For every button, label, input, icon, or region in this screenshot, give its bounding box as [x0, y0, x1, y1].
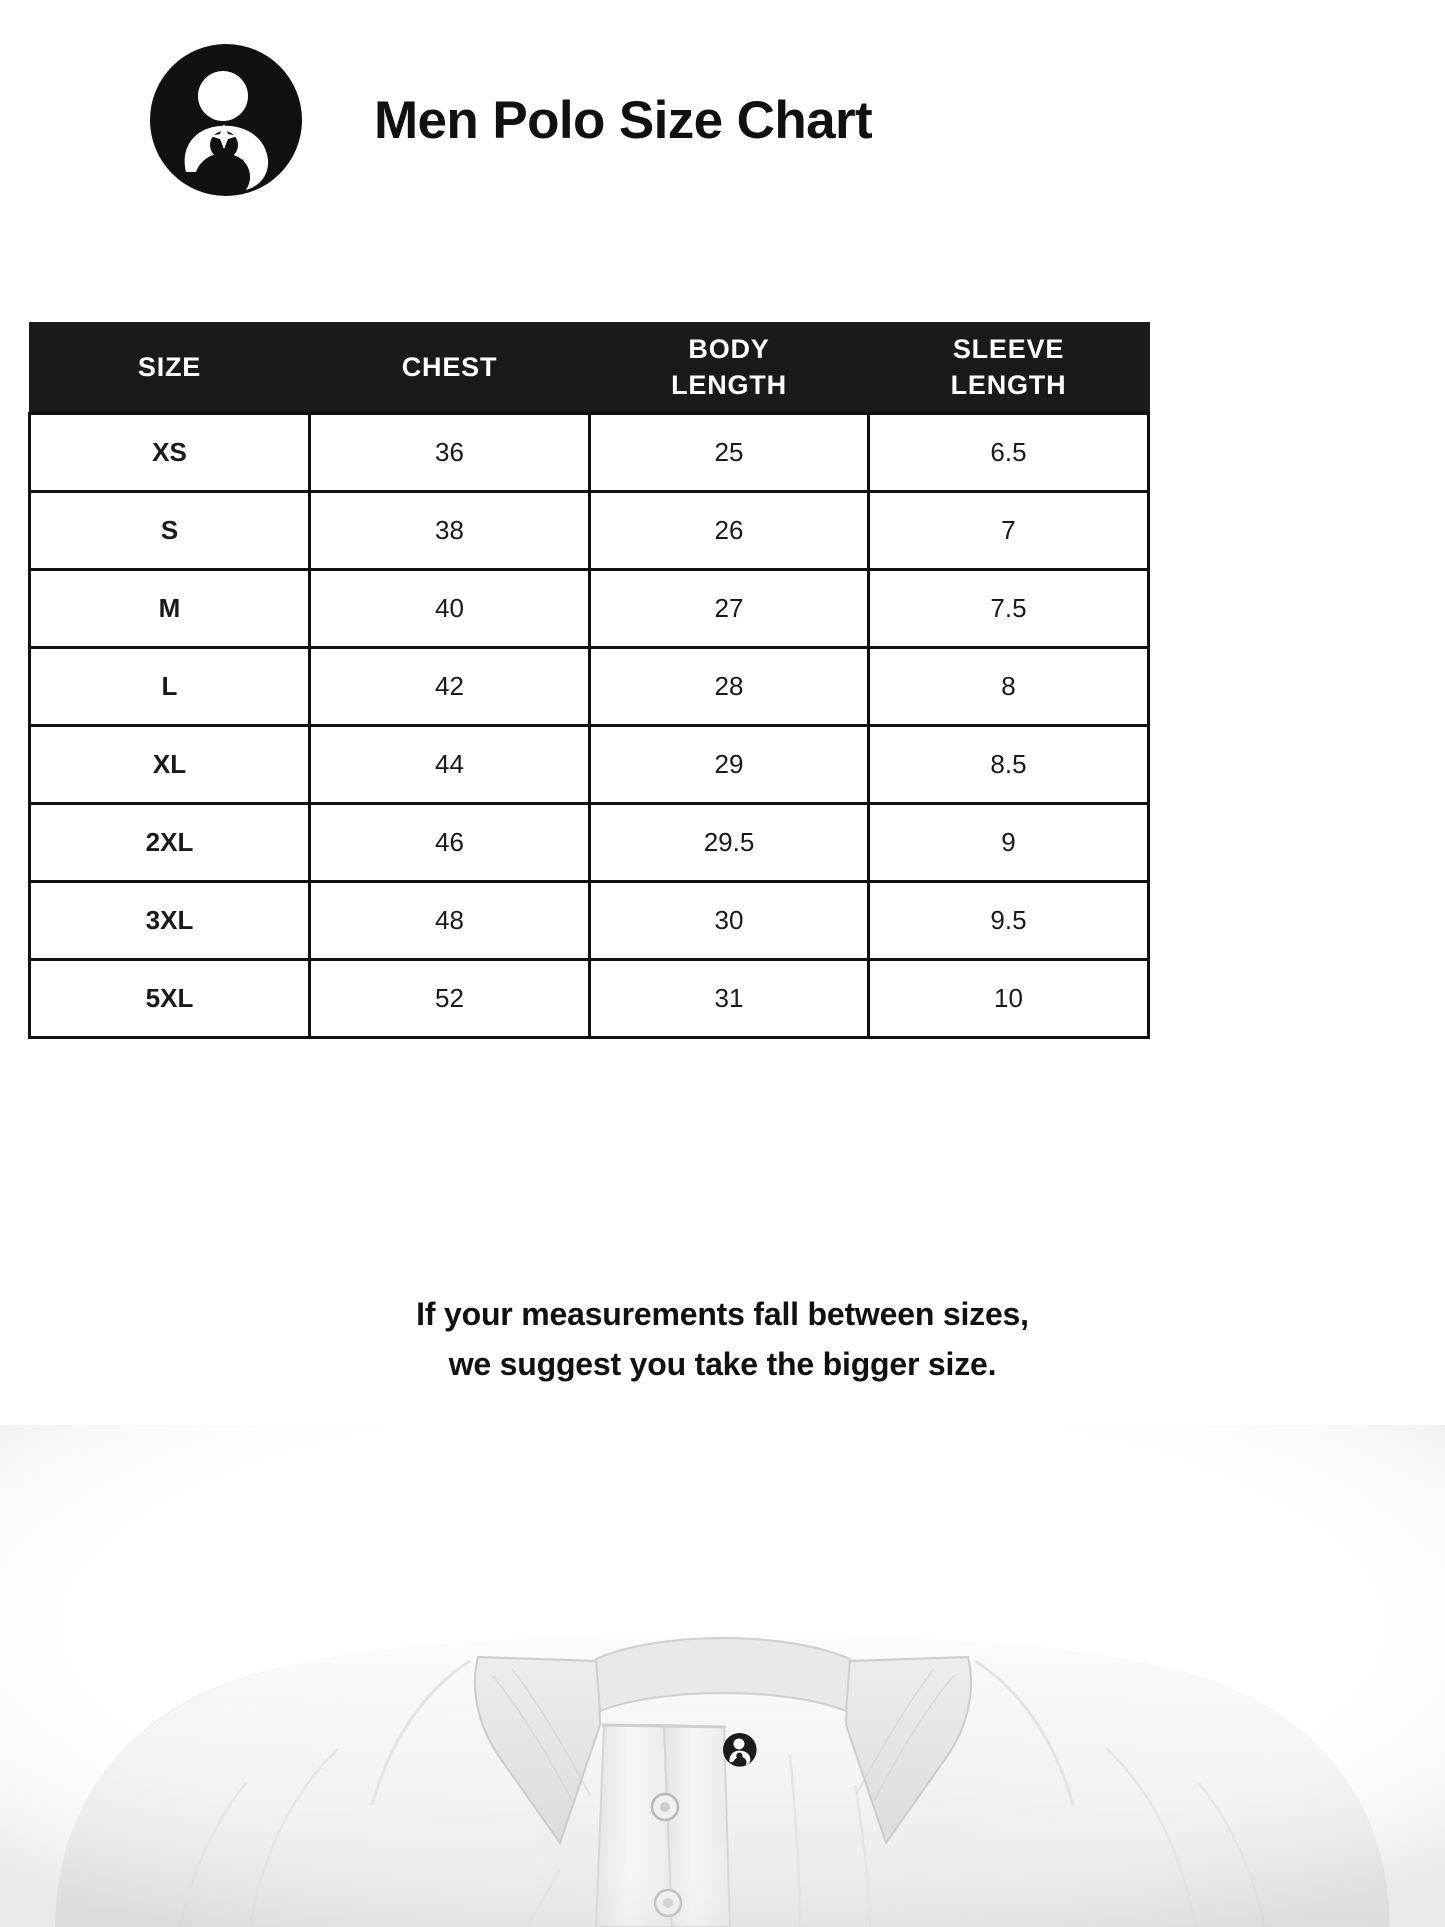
size-chart-table: SIZE CHEST BODY LENGTH SLEEVE LENGTH XS …	[28, 322, 1150, 1039]
cell-body-length: 26	[588, 490, 870, 571]
cell-sleeve-length: 9	[867, 802, 1150, 883]
size-guidance-note-line2: we suggest you take the bigger size.	[448, 1345, 997, 1382]
cell-size: L	[28, 646, 311, 727]
cell-size: XL	[28, 724, 311, 805]
column-header-chest-line1: CHEST	[401, 352, 498, 383]
table-body: XS 36 25 6.5 S 38 26 7 M 40 27 7.5 L 42 …	[28, 412, 1150, 1039]
column-header-chest: CHEST	[308, 322, 591, 415]
cell-sleeve-length: 9.5	[867, 880, 1150, 961]
table-row: 2XL 46 29.5 9	[28, 802, 1150, 883]
cell-size: 3XL	[28, 880, 311, 961]
column-header-size-line1: SIZE	[137, 352, 202, 383]
cell-body-length: 31	[588, 958, 870, 1039]
table-row: L 42 28 8	[28, 646, 1150, 727]
cell-chest: 40	[308, 568, 591, 649]
cell-size: S	[28, 490, 311, 571]
table-header: SIZE CHEST BODY LENGTH SLEEVE LENGTH	[28, 322, 1150, 415]
page-header: Men Polo Size Chart	[0, 0, 1445, 240]
cell-chest: 38	[308, 490, 591, 571]
size-guidance-note: If your measurements fall between sizes,…	[0, 1290, 1445, 1389]
cell-sleeve-length: 7.5	[867, 568, 1150, 649]
cell-body-length: 25	[588, 412, 870, 493]
cell-chest: 42	[308, 646, 591, 727]
column-header-body-length: BODY LENGTH	[588, 322, 870, 415]
white-polo-shirt-photo	[0, 1425, 1445, 1927]
mother-and-child-circle-logo-icon	[150, 44, 302, 196]
page-title: Men Polo Size Chart	[374, 90, 873, 150]
table-row: M 40 27 7.5	[28, 568, 1150, 649]
cell-chest: 44	[308, 724, 591, 805]
cell-sleeve-length: 10	[867, 958, 1150, 1039]
cell-body-length: 28	[588, 646, 870, 727]
column-header-sleeve-length-line1: SLEEVE	[952, 334, 1065, 365]
table-row: 3XL 48 30 9.5	[28, 880, 1150, 961]
size-chart-table-container: SIZE CHEST BODY LENGTH SLEEVE LENGTH XS …	[28, 322, 1150, 1039]
cell-size: XS	[28, 412, 311, 493]
cell-chest: 36	[308, 412, 591, 493]
cell-chest: 46	[308, 802, 591, 883]
column-header-body-length-line2: LENGTH	[671, 370, 787, 400]
cell-sleeve-length: 7	[867, 490, 1150, 571]
table-row: S 38 26 7	[28, 490, 1150, 571]
cell-size: 2XL	[28, 802, 311, 883]
table-row: XL 44 29 8.5	[28, 724, 1150, 805]
cell-sleeve-length: 8.5	[867, 724, 1150, 805]
cell-chest: 48	[308, 880, 591, 961]
column-header-body-length-line1: BODY	[688, 334, 770, 365]
cell-body-length: 27	[588, 568, 870, 649]
cell-sleeve-length: 6.5	[867, 412, 1150, 493]
cell-body-length: 29	[588, 724, 870, 805]
cell-body-length: 29.5	[588, 802, 870, 883]
column-header-sleeve-length: SLEEVE LENGTH	[867, 322, 1150, 415]
column-header-size: SIZE	[28, 322, 311, 415]
table-row: 5XL 52 31 10	[28, 958, 1150, 1039]
cell-body-length: 30	[588, 880, 870, 961]
cell-chest: 52	[308, 958, 591, 1039]
cell-sleeve-length: 8	[867, 646, 1150, 727]
size-guidance-note-line1: If your measurements fall between sizes,	[416, 1296, 1029, 1332]
cell-size: M	[28, 568, 311, 649]
column-header-sleeve-length-line2: LENGTH	[950, 370, 1067, 400]
table-row: XS 36 25 6.5	[28, 412, 1150, 493]
table-header-row: SIZE CHEST BODY LENGTH SLEEVE LENGTH	[28, 322, 1150, 415]
cell-size: 5XL	[28, 958, 311, 1039]
